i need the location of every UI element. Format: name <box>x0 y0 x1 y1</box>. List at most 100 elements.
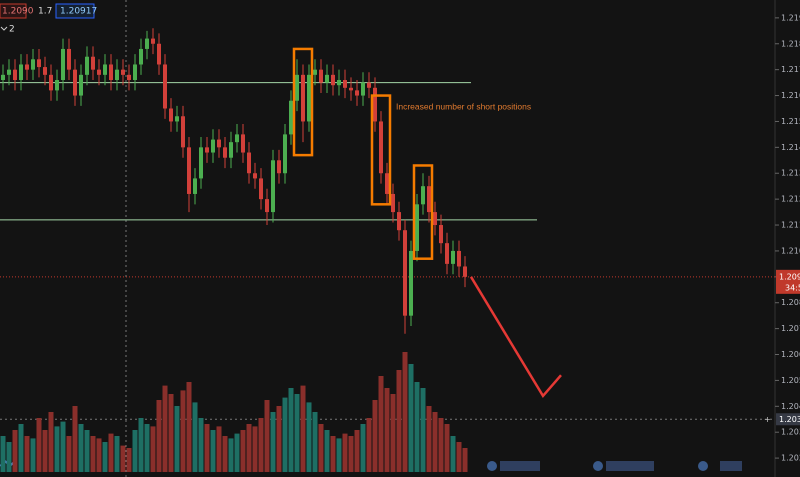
candle-body <box>109 64 113 81</box>
volume-bar <box>372 400 378 472</box>
volume-bar <box>288 388 294 472</box>
volume-bar <box>54 426 60 472</box>
y-tick-label: 1.2170 <box>781 65 800 74</box>
volume-bar <box>216 426 222 472</box>
volume-bar <box>78 424 84 472</box>
candle-body <box>313 69 317 75</box>
volume-bar <box>138 418 144 472</box>
candle-body <box>349 87 353 91</box>
candle-body <box>457 250 461 267</box>
volume-bar <box>306 402 312 472</box>
y-tick-label: 1.2190 <box>781 13 800 22</box>
y-tick-label: 1.2180 <box>781 39 800 48</box>
volume-bar <box>462 448 468 472</box>
volume-bar <box>0 436 6 472</box>
candle-body <box>31 59 35 70</box>
volume-bar <box>402 352 408 472</box>
candle-body <box>391 193 395 213</box>
candle-body <box>421 186 425 205</box>
candle-body <box>61 48 65 81</box>
candle-body <box>79 74 83 96</box>
y-tick-label: 1.2150 <box>781 117 800 126</box>
volume-bar <box>126 448 132 472</box>
volume-bar <box>174 406 180 472</box>
candle-body <box>361 82 365 96</box>
event-icon[interactable] <box>487 461 497 471</box>
volume-bar <box>390 394 396 472</box>
candle-body <box>157 43 161 65</box>
candle-body <box>19 64 23 81</box>
highlight-box <box>412 164 434 260</box>
candle-body <box>229 142 233 158</box>
volume-bar <box>132 430 138 472</box>
volume-bar <box>48 412 54 472</box>
volume-bar <box>36 418 42 472</box>
candle-body <box>67 48 71 70</box>
candle-body <box>319 69 323 83</box>
candle-body <box>283 134 287 174</box>
bid: 1.2090 <box>2 7 34 17</box>
countdown: 34:5 <box>785 283 800 292</box>
volume-bar <box>264 400 270 472</box>
volume-bar <box>168 394 174 472</box>
candle-body <box>463 266 467 277</box>
crosshair-plus: + <box>764 415 771 424</box>
candle-body <box>205 147 209 153</box>
volume-bars <box>0 352 468 472</box>
candle-body <box>385 173 389 194</box>
volume-bar <box>420 388 426 472</box>
y-tick-label: 1.2070 <box>781 324 800 333</box>
candle-body <box>355 90 359 96</box>
candle-body <box>235 134 239 143</box>
bid-box[interactable] <box>0 3 27 19</box>
volume-bar <box>102 442 108 472</box>
volume-bar <box>60 421 66 472</box>
event-icon[interactable] <box>606 461 654 471</box>
candle-body <box>193 178 197 194</box>
event-icon[interactable] <box>500 461 540 471</box>
volume-bar <box>276 406 282 472</box>
candle-body <box>403 230 407 316</box>
candle-body <box>289 100 293 135</box>
ask-box[interactable] <box>55 3 95 19</box>
candle-body <box>433 212 437 226</box>
y-tick-label: 1.2030 <box>781 428 800 437</box>
ask: 1.20917 <box>60 7 97 17</box>
volume-bar <box>234 433 240 472</box>
candle-body <box>133 64 137 81</box>
y-tick-label: 1.2020 <box>781 454 800 463</box>
volume-bar <box>12 430 18 472</box>
volume-bar <box>426 406 432 472</box>
candle-body <box>139 48 143 65</box>
candle-body <box>211 139 215 153</box>
event-icon[interactable] <box>593 461 603 471</box>
volume-bar <box>252 426 258 472</box>
event-icon[interactable] <box>698 461 708 471</box>
candle-body <box>175 116 179 122</box>
candle-body <box>43 67 47 75</box>
candle-body <box>163 64 167 109</box>
volume-bar <box>312 412 318 472</box>
collapse-icon[interactable] <box>0 26 8 31</box>
volume-bar <box>294 394 300 472</box>
candle-body <box>1 74 5 81</box>
volume-bar <box>396 370 402 472</box>
candle-body <box>55 80 59 91</box>
volume-bar <box>348 436 354 472</box>
y-tick-label: 1.2060 <box>781 350 800 359</box>
candle-body <box>367 82 371 88</box>
last-price-label: 1.2090 <box>779 272 800 281</box>
highlight-box <box>370 94 392 206</box>
candle-body <box>259 178 263 200</box>
volume-bar <box>240 430 246 472</box>
event-icon[interactable] <box>720 461 742 471</box>
candle-body <box>37 59 41 68</box>
volume-bar <box>18 424 24 472</box>
volume-bar <box>378 376 384 472</box>
spread: 1.7 <box>38 7 52 17</box>
projection-line <box>469 276 562 399</box>
highlight-box <box>292 47 314 157</box>
candle-body <box>307 74 311 122</box>
y-tick-label: 1.2040 <box>781 402 800 411</box>
